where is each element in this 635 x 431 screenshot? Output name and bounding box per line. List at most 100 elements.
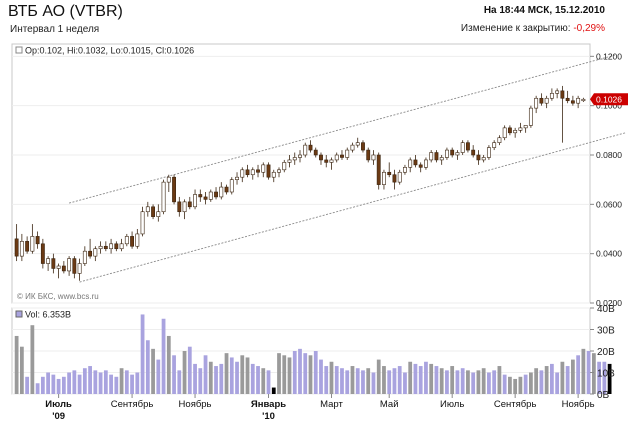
volume-bar: [35, 383, 40, 394]
volume-bar: [376, 359, 381, 394]
volume-bar: [429, 363, 434, 394]
candle-up: [208, 191, 213, 200]
candle-up: [282, 162, 287, 171]
time-tick-label: Сентябрь: [111, 399, 154, 410]
candle-down: [61, 265, 66, 272]
volume-bar: [508, 376, 512, 394]
volume-bar: [19, 346, 24, 394]
candle-down: [14, 238, 19, 257]
volume-bar: [208, 361, 213, 394]
volume-bar: [576, 355, 581, 394]
volume-bar: [591, 353, 596, 394]
price-tick-label: 0.1200: [596, 51, 622, 61]
volume-axis: 0B 10B 20B 30B 40B: [590, 304, 615, 401]
volume-bar: [46, 372, 50, 394]
candle-up: [439, 157, 444, 161]
candle-up: [382, 171, 386, 185]
candle-up: [109, 243, 114, 250]
volume-bar: [166, 335, 171, 394]
volume-bar: [597, 361, 602, 394]
candle-up: [145, 206, 150, 213]
candle-up: [56, 265, 61, 269]
candle-up: [397, 171, 402, 183]
volume-bar: [544, 366, 549, 394]
candle-up: [528, 107, 533, 126]
candle-up: [219, 186, 224, 198]
candle-down: [72, 258, 77, 274]
volume-series: [14, 314, 612, 394]
volume-bar: [529, 372, 533, 394]
volume-bar: [172, 355, 176, 394]
time-tick-label: Январь: [251, 399, 286, 410]
candle-up: [250, 169, 255, 176]
candle-down: [187, 201, 192, 208]
volume-bar: [235, 361, 239, 394]
price-panel: [11, 43, 591, 304]
volume-bar: [182, 351, 187, 394]
volume-bar: [224, 353, 229, 394]
change-label: Изменение к закрытию:: [460, 23, 571, 34]
volume-bar: [271, 387, 276, 394]
time-tick-year: '10: [262, 411, 275, 422]
volume-bar: [418, 366, 423, 394]
price-tick-label: 0.0800: [596, 150, 622, 160]
candle-up: [555, 90, 560, 94]
candle-up: [486, 147, 491, 158]
candle-up: [371, 154, 376, 161]
candle-down: [471, 149, 476, 156]
candle-down: [224, 186, 229, 193]
candle-up: [156, 211, 161, 217]
price-axis: 0.0200 0.0400 0.0600 0.0800 0.1000 0.1200: [590, 51, 622, 308]
candle-up: [298, 154, 302, 158]
volume-bar: [240, 355, 245, 394]
candle-up: [261, 164, 266, 173]
price-legend-swatch: [15, 46, 23, 54]
candle-down: [361, 142, 365, 151]
candle-down: [214, 191, 218, 198]
candle-down: [392, 174, 397, 183]
volume-bar: [408, 361, 413, 394]
volume-bar: [513, 378, 518, 394]
candle-up: [161, 181, 166, 213]
volume-bar: [219, 363, 224, 394]
quote-time: На 18:44 МСК, 15.12.2010: [483, 5, 605, 16]
volume-bar: [581, 348, 586, 394]
change-value: -0,29%: [573, 23, 605, 34]
volume-tick-label: 0B: [597, 390, 610, 401]
volume-bar: [497, 366, 502, 394]
volume-bar: [82, 368, 87, 394]
volume-bar: [466, 370, 470, 394]
candle-down: [450, 149, 455, 156]
candle-down: [151, 206, 155, 217]
candle-up: [46, 258, 51, 264]
volume-bar: [266, 370, 271, 394]
volume-bar: [261, 368, 266, 394]
candle-up: [124, 236, 129, 245]
candlestick-series: [14, 85, 586, 281]
volume-bar: [560, 361, 565, 394]
price-grid: [12, 55, 590, 304]
candle-up: [77, 263, 82, 274]
volume-bar: [292, 351, 297, 394]
time-tick-label: Март: [320, 399, 343, 410]
candle-down: [324, 159, 329, 163]
volume-bar: [93, 370, 98, 394]
volume-bar: [140, 314, 145, 394]
volume-bar: [151, 348, 155, 394]
candle-up: [403, 167, 407, 173]
candle-up: [271, 171, 276, 178]
volume-bar: [109, 374, 113, 394]
volume-bar: [366, 368, 371, 394]
volume-bar: [277, 353, 281, 394]
time-tick-label: Ноябрь: [562, 399, 595, 410]
volume-tick-label: 20B: [597, 347, 615, 358]
volume-bar: [555, 372, 560, 394]
volume-bar: [502, 374, 507, 394]
volume-bar: [403, 372, 407, 394]
volume-bar: [67, 372, 71, 394]
candle-down: [266, 164, 271, 178]
volume-bar: [361, 370, 365, 394]
volume-tick-label: 30B: [597, 326, 615, 337]
volume-bar: [130, 374, 134, 394]
volume-bar: [481, 368, 486, 394]
